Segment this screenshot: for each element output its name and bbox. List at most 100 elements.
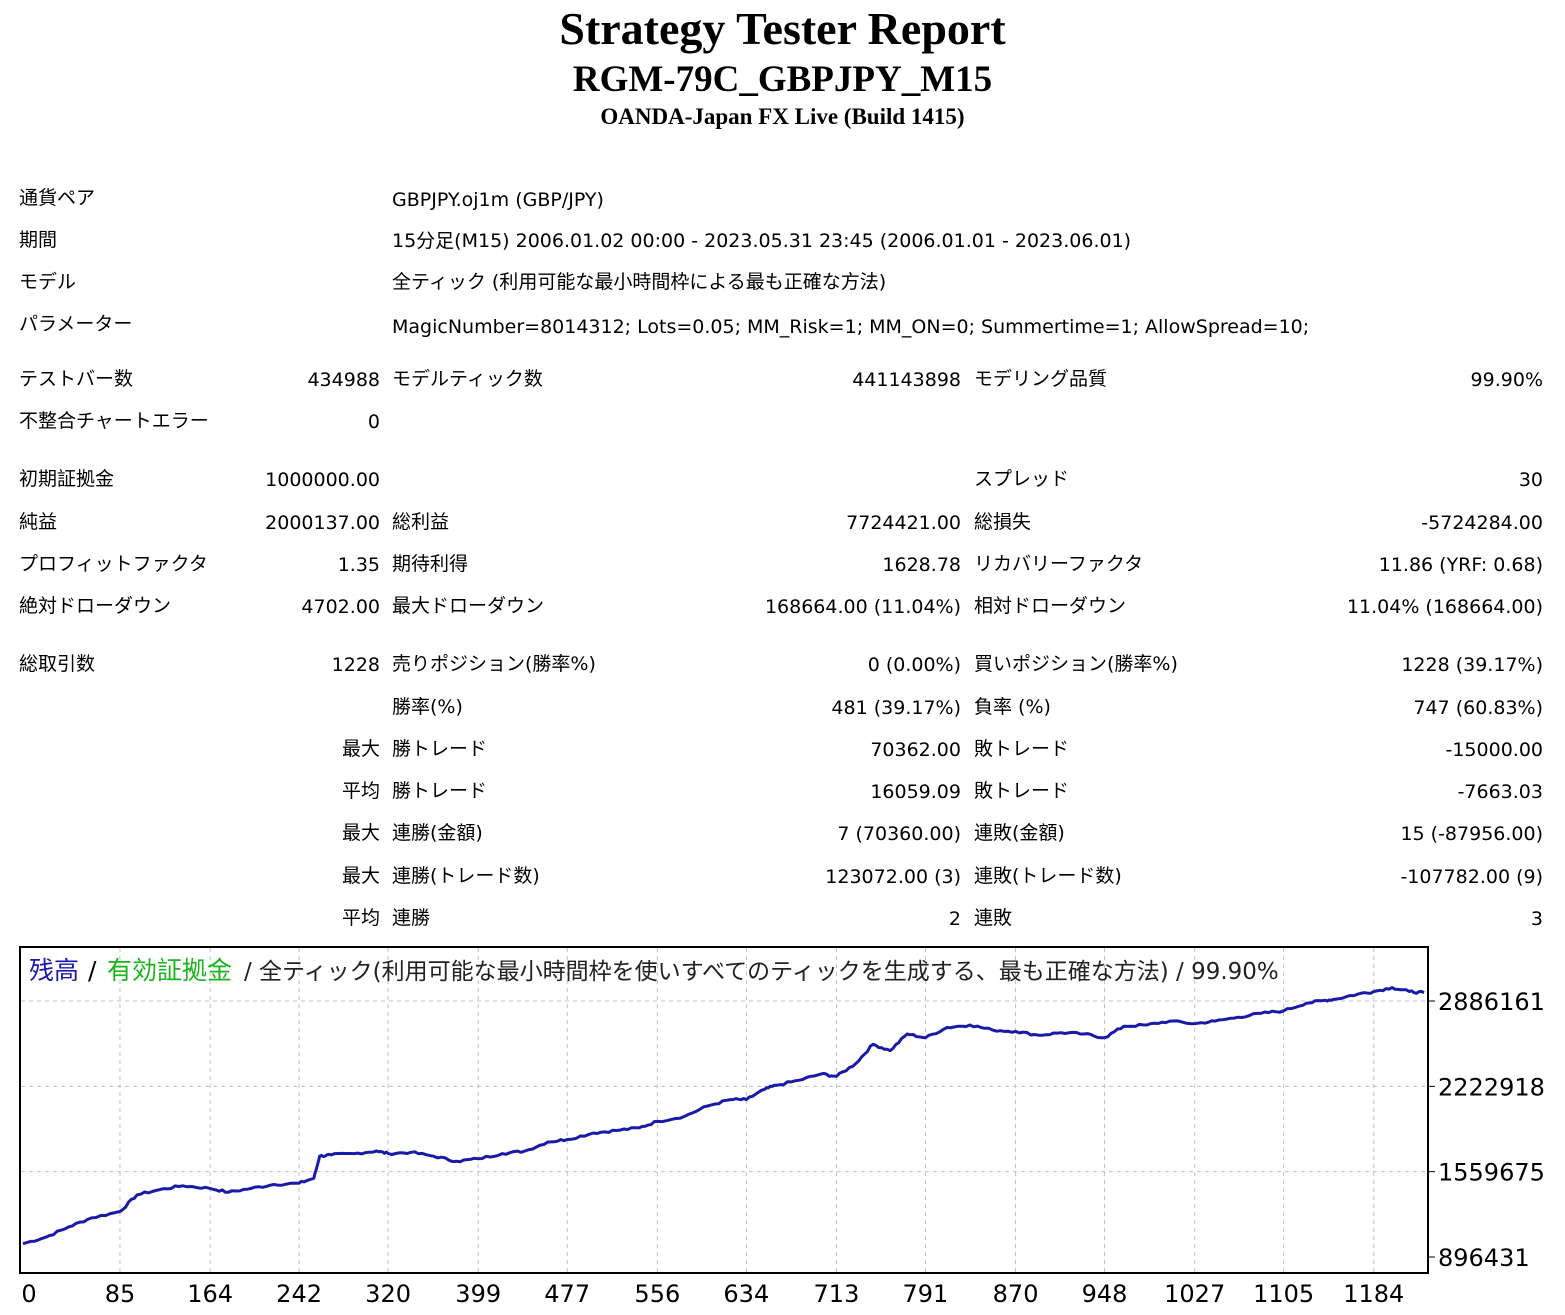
long-positions-label: 買いポジション(勝率%): [974, 653, 1178, 675]
x-tick-label: 320: [365, 1280, 411, 1308]
x-tick-label: 1027: [1164, 1280, 1225, 1308]
x-tick-label: 164: [187, 1280, 233, 1308]
balance-chart: 残高 / 有効証拠金 / 全ティック(利用可能な最小時間枠を使いすべてのティック…: [19, 946, 1545, 1308]
net-profit-value: 2000137.00: [265, 512, 380, 534]
test-bars-value: 434988: [307, 369, 380, 391]
model-ticks-value: 441143898: [852, 369, 961, 391]
gross-loss-label: 総損失: [974, 511, 1032, 533]
x-tick-label: 477: [544, 1280, 590, 1308]
consecutive-losses-count-label: 連敗(トレード数): [974, 865, 1122, 887]
x-tick-label: 85: [105, 1280, 136, 1308]
x-axis-labels: 0 85 164 242 320 399 477 556 634 713 791 870 948 1027…: [21, 1280, 1404, 1308]
x-tick-label: 1184: [1343, 1280, 1404, 1308]
expected-payoff-label: 期待利得: [392, 553, 469, 575]
x-tick-label: 399: [455, 1280, 501, 1308]
parameters-label: パラメーター: [19, 313, 133, 335]
consecutive-wins-count-label: 連勝(トレード数): [392, 865, 540, 887]
gross-loss-value: -5724284.00: [1421, 512, 1543, 534]
gross-profit-value: 7724421.00: [846, 512, 961, 534]
short-positions-value: 0 (0.00%): [867, 654, 961, 676]
chart-grid: [21, 948, 1427, 1272]
x-tick-label: 556: [634, 1280, 680, 1308]
x-tick-label: 242: [276, 1280, 322, 1308]
largest-loss-value: -15000.00: [1445, 739, 1543, 761]
chart-plot-frame: [19, 946, 1429, 1274]
modeling-quality-label: モデリング品質: [974, 368, 1108, 390]
model-ticks-label: モデルティック数: [392, 368, 543, 390]
long-positions-value: 1228 (39.17%): [1401, 654, 1543, 676]
average-consecutive-wins-label: 連勝: [392, 907, 431, 929]
spread-label: スプレッド: [974, 468, 1070, 490]
mismatch-errors-label: 不整合チャートエラー: [19, 410, 209, 432]
average-consecutive-losses-value: 3: [1530, 908, 1543, 930]
consecutive-wins-money-value: 7 (70360.00): [837, 823, 961, 845]
spread-value: 30: [1518, 469, 1543, 491]
symbol-value: GBPJPY.oj1m (GBP/JPY): [392, 189, 604, 211]
profit-trades-value: 481 (39.17%): [831, 697, 961, 719]
x-tick-label: 713: [814, 1280, 860, 1308]
period-value: 15分足(M15) 2006.01.02 00:00 - 2023.05.31 …: [392, 230, 1132, 252]
maximal-label: 最大: [341, 865, 380, 887]
legend-balance: 残高: [29, 956, 79, 985]
consecutive-losses-money-label: 連敗(金額): [974, 822, 1065, 844]
y-tick-label: 2886161: [1438, 988, 1545, 1016]
average-consecutive-wins-value: 2: [948, 908, 961, 930]
x-tick-label: 1105: [1253, 1280, 1314, 1308]
symbol-label: 通貨ペア: [19, 187, 96, 209]
recovery-factor-label: リカバリーファクタ: [974, 553, 1144, 575]
average-win-value: 16059.09: [870, 781, 961, 803]
relative-drawdown-value: 11.04% (168664.00): [1346, 596, 1543, 618]
consecutive-losses-count-value: -107782.00 (9): [1400, 866, 1543, 888]
x-tick-label: 634: [723, 1280, 769, 1308]
gross-profit-label: 総利益: [392, 511, 450, 533]
profit-trades-label: 勝率(%): [392, 696, 463, 718]
loss-trades-label: 負率 (%): [974, 696, 1051, 718]
loss-trades-value: 747 (60.83%): [1413, 697, 1543, 719]
maximum-label: 最大: [341, 822, 380, 844]
legend-separator-1: /: [88, 956, 97, 985]
largest-win-value: 70362.00: [870, 739, 961, 761]
y-tick-label: 2222918: [1438, 1073, 1545, 1101]
average-label: 平均: [341, 780, 380, 802]
total-trades-label: 総取引数: [19, 653, 96, 675]
y-axis-labels: 2886161 2222918 1559675 896431: [1428, 988, 1545, 1272]
report-title: Strategy Tester Report: [559, 3, 1006, 54]
expert-advisor-name: RGM-79C_GBPJPY_M15: [572, 59, 993, 100]
recovery-factor-value: 11.86 (YRF: 0.68): [1378, 554, 1543, 576]
average-loss-value: -7663.03: [1457, 781, 1543, 803]
absolute-drawdown-value: 4702.00: [301, 596, 380, 618]
period-label: 期間: [19, 229, 58, 251]
legend-equity: 有効証拠金: [107, 956, 232, 985]
average-consecutive-label: 平均: [341, 907, 380, 929]
initial-deposit-label: 初期証拠金: [19, 468, 115, 490]
maximal-drawdown-label: 最大ドローダウン: [392, 595, 545, 617]
parameters-value: MagicNumber=8014312; Lots=0.05; MM_Risk=…: [392, 316, 1310, 338]
y-tick-label: 896431: [1438, 1244, 1530, 1272]
test-bars-label: テストバー数: [19, 368, 134, 390]
relative-drawdown-label: 相対ドローダウン: [974, 595, 1127, 617]
consecutive-wins-count-value: 123072.00 (3): [825, 866, 961, 888]
average-win-label: 勝トレード: [392, 780, 488, 802]
largest-win-label: 勝トレード: [392, 738, 488, 760]
average-loss-label: 敗トレード: [974, 780, 1070, 802]
mismatch-errors-value: 0: [367, 411, 380, 433]
modeling-quality-value: 99.90%: [1470, 369, 1543, 391]
average-consecutive-losses-label: 連敗: [974, 907, 1013, 929]
x-tick-label: 870: [993, 1280, 1039, 1308]
largest-label: 最大: [341, 738, 380, 760]
initial-deposit-value: 1000000.00: [265, 469, 380, 491]
consecutive-losses-money-value: 15 (-87956.00): [1400, 823, 1543, 845]
y-tick-label: 1559675: [1438, 1159, 1545, 1187]
largest-loss-label: 敗トレード: [974, 738, 1070, 760]
legend-description: / 全ティック(利用可能な最小時間枠を使いすべてのティックを生成する、最も正確な…: [244, 959, 1279, 985]
balance-series-line: [22, 986, 1425, 1246]
model-label: モデル: [19, 271, 77, 293]
short-positions-label: 売りポジション(勝率%): [392, 653, 596, 675]
x-tick-label: 0: [21, 1280, 36, 1308]
net-profit-label: 純益: [19, 511, 58, 533]
model-value: 全ティック (利用可能な最小時間枠による最も正確な方法): [392, 271, 887, 293]
x-tick-label: 791: [903, 1280, 949, 1308]
total-trades-value: 1228: [331, 654, 380, 676]
server-build: OANDA-Japan FX Live (Build 1415): [600, 104, 965, 129]
absolute-drawdown-label: 絶対ドローダウン: [19, 595, 172, 617]
